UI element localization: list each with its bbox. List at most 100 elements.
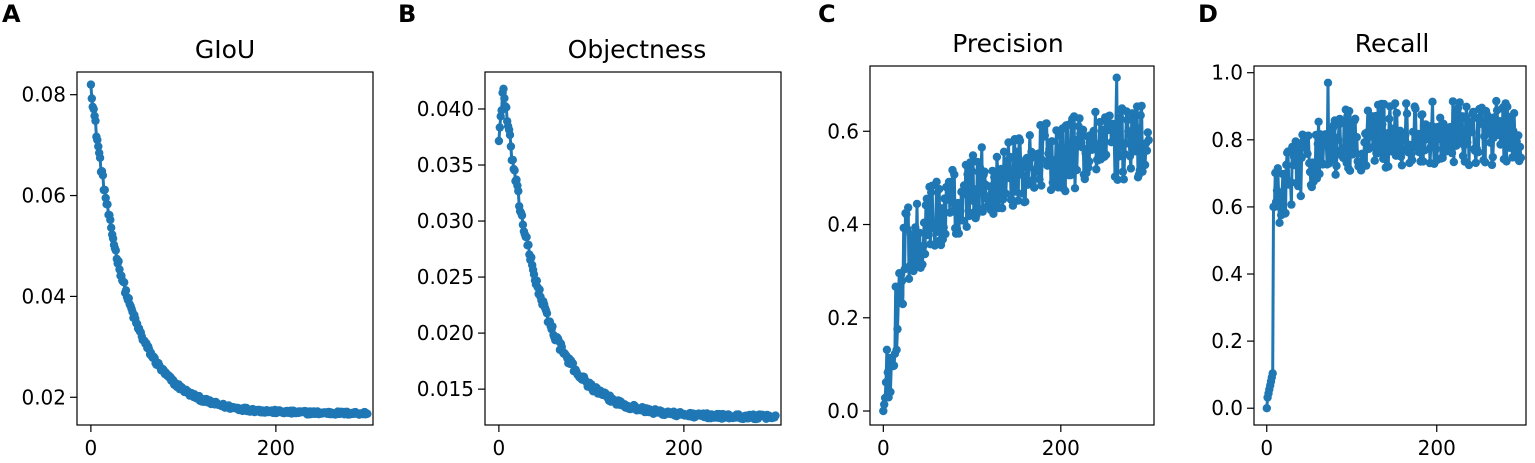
data-point xyxy=(1449,157,1459,167)
data-point xyxy=(922,194,931,203)
chart-panel-a: A GIoU 0.02 0.04 0.06 0.08 0 200 xyxy=(2,0,374,460)
data-point xyxy=(1371,111,1380,121)
data-point xyxy=(1043,161,1052,170)
panel-letter: B xyxy=(398,0,416,28)
data-point xyxy=(1075,114,1084,123)
data-point xyxy=(502,103,511,112)
panel-letter: C xyxy=(818,0,836,28)
y-tick-label: 0.6 xyxy=(1211,195,1243,219)
data-point xyxy=(1332,161,1341,171)
data-point xyxy=(956,206,965,216)
plot-frame xyxy=(1253,65,1527,426)
data-point xyxy=(517,211,527,220)
data-point xyxy=(992,152,1002,162)
data-point xyxy=(1422,135,1431,144)
data-point xyxy=(1006,152,1015,162)
data-point xyxy=(880,400,889,409)
data-point xyxy=(532,276,541,285)
data-point xyxy=(1331,170,1340,179)
data-point xyxy=(1126,164,1136,173)
data-point xyxy=(912,199,922,209)
data-point xyxy=(93,135,102,145)
data-point xyxy=(91,116,100,126)
data-point xyxy=(108,234,118,243)
data-point xyxy=(919,218,929,227)
x-tick-label: 200 xyxy=(257,436,295,460)
data-point xyxy=(1495,117,1504,126)
data-point xyxy=(1506,142,1515,151)
y-tick-label: 0.2 xyxy=(1211,329,1243,353)
data-point xyxy=(1407,155,1417,165)
data-point xyxy=(1380,152,1390,161)
chart-title: GIoU xyxy=(195,35,255,64)
data-point xyxy=(1463,138,1472,147)
data-point xyxy=(1462,102,1471,112)
data-point xyxy=(499,84,508,94)
y-tick-label: 1.0 xyxy=(1211,61,1243,85)
data-point xyxy=(1030,183,1039,192)
data-point xyxy=(934,215,943,224)
data-point xyxy=(1514,131,1523,140)
data-point xyxy=(902,210,911,219)
data-point xyxy=(941,229,950,239)
data-point xyxy=(1338,144,1347,153)
data-point xyxy=(1015,136,1025,146)
data-point xyxy=(1304,131,1313,140)
data-point xyxy=(966,158,975,167)
data-point xyxy=(1392,108,1402,118)
data-point xyxy=(954,229,963,238)
data-point xyxy=(967,165,976,175)
plot-frame xyxy=(869,65,1155,426)
data-point xyxy=(1140,160,1150,170)
data-point xyxy=(935,184,944,194)
data-point xyxy=(1297,153,1306,162)
data-point xyxy=(548,322,557,331)
data-point xyxy=(1107,138,1116,147)
data-point xyxy=(980,167,989,176)
x-tick-label: 200 xyxy=(1418,436,1456,460)
data-point xyxy=(500,94,509,103)
data-point xyxy=(990,176,1000,185)
data-point xyxy=(879,406,888,416)
data-series xyxy=(879,73,1153,416)
data-point xyxy=(1008,201,1018,210)
data-point xyxy=(1419,157,1428,166)
data-point xyxy=(1116,113,1125,123)
data-point xyxy=(1262,404,1272,413)
data-point xyxy=(918,260,927,269)
data-point xyxy=(1124,127,1133,136)
data-point xyxy=(1303,149,1312,158)
data-point xyxy=(883,368,892,377)
data-point xyxy=(1268,369,1277,378)
data-point xyxy=(904,274,914,283)
data-point xyxy=(111,246,121,255)
data-point xyxy=(947,195,956,205)
data-point xyxy=(101,193,110,203)
data-point xyxy=(1314,117,1323,127)
data-point xyxy=(508,155,517,165)
data-point xyxy=(1019,171,1028,181)
data-series xyxy=(1262,78,1526,413)
data-point xyxy=(933,227,942,236)
data-point xyxy=(1105,111,1114,120)
data-point xyxy=(121,286,131,295)
data-point xyxy=(1503,102,1512,111)
y-tick-label: 0.04 xyxy=(21,284,66,308)
data-point xyxy=(1143,128,1153,137)
data-point xyxy=(1051,155,1060,165)
data-point xyxy=(1072,165,1082,175)
y-tick-label: 0.8 xyxy=(1211,128,1243,152)
data-point xyxy=(1345,106,1354,116)
data-point xyxy=(1465,119,1475,129)
data-point xyxy=(1502,157,1511,166)
data-point xyxy=(1091,107,1100,117)
data-point xyxy=(1138,167,1147,176)
chart-title: Objectness xyxy=(568,35,707,64)
y-tick-label: 0.2 xyxy=(827,306,859,330)
series-line xyxy=(497,87,777,421)
data-point xyxy=(535,285,544,294)
y-tick-label: 0.030 xyxy=(417,209,474,233)
data-point xyxy=(1137,101,1146,111)
data-point xyxy=(86,80,96,89)
data-point xyxy=(1315,169,1324,179)
